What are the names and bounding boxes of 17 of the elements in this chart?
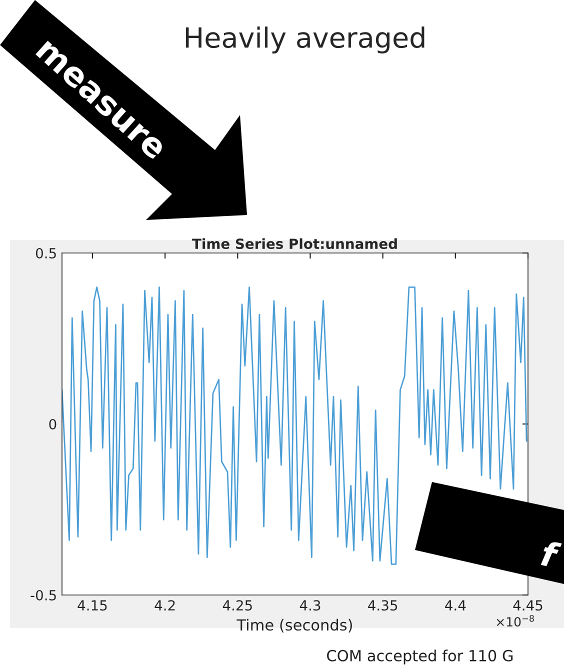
y-tick-label: 0: [49, 418, 56, 430]
x-tick-label: 4.2: [154, 600, 175, 610]
x-tick-label: 4.45: [513, 600, 542, 611]
x-tick-label: 4.15: [78, 600, 107, 611]
text: ×10$^{−8}$: [496, 615, 534, 627]
chart-title: Time Series Plot:unnamed: [192, 238, 397, 250]
x-tick-label: 4.25: [222, 600, 252, 611]
y-tick-label: -0.5: [30, 590, 56, 600]
y-tick-label: 0.5: [36, 248, 56, 258]
x-tick-label: 4.4: [445, 600, 466, 610]
x-tick-label: 4.35: [368, 600, 398, 611]
text: f: [540, 540, 562, 568]
x-tick-label: 4.3: [300, 600, 320, 611]
x-axis-title: Time (seconds): [236, 618, 352, 632]
text: COM accepted for 110 G: [327, 650, 513, 664]
line-series: [62, 286, 528, 565]
text: Heavily averaged: [186, 26, 424, 54]
